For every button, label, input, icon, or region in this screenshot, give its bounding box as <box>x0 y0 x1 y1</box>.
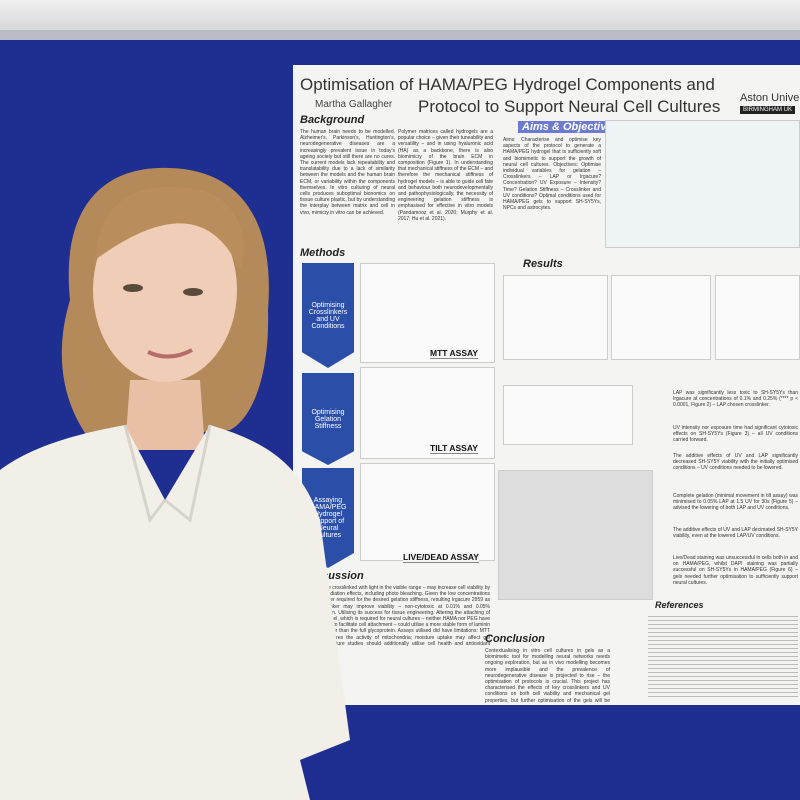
result-bullet: LAP was significantly less toxic to SH-S… <box>673 390 798 409</box>
shirt <box>0 425 350 800</box>
figure <box>360 463 495 561</box>
figure <box>503 385 633 445</box>
figure <box>605 120 800 248</box>
result-bullet: The additive effects of UV and LAP decim… <box>673 527 798 540</box>
neck <box>125 380 205 450</box>
paragraph: Aims: Characterise and optimise key aspe… <box>503 137 601 212</box>
result-bullet: Live/Dead staining was unsuccessful in c… <box>673 555 798 586</box>
result-bullet: The additive effects of UV and LAP signi… <box>673 453 798 472</box>
heading: Aims & Objectives <box>518 121 623 133</box>
method-step: Optimising Gelation Stiffness <box>302 373 354 465</box>
logo-sub: BIRMINGHAM UK <box>740 106 796 114</box>
heading: References <box>655 600 704 610</box>
result-bullet: Complete gelation (minimal movement in t… <box>673 493 798 512</box>
heading: Results <box>523 258 563 270</box>
result-bullet: UV intensity nor exposure time had signi… <box>673 425 798 444</box>
author: Martha Gallagher <box>315 99 393 110</box>
figure <box>611 275 711 360</box>
paragraph: Polymer matrices called hydrogels are a … <box>398 129 493 222</box>
figure <box>715 275 800 360</box>
paragraph: LAP can be crosslinked with light in the… <box>305 585 490 653</box>
assay-label: LIVE/DEAD ASSAY <box>403 552 479 563</box>
method-step: Optimising Crosslinkers and UV Condition… <box>302 263 354 368</box>
face <box>93 198 237 382</box>
assay-label: MTT ASSAY <box>430 348 479 359</box>
heading: Background <box>300 114 365 126</box>
title: Optimisation of HAMA/PEG Hydrogel Compon… <box>300 75 715 94</box>
figure <box>360 263 495 363</box>
figure <box>503 275 608 360</box>
mouth <box>147 348 193 359</box>
ceiling <box>0 0 800 30</box>
eye <box>183 288 203 296</box>
references-list <box>648 613 798 698</box>
board-frame <box>0 30 800 40</box>
logo-name: Aston University <box>740 92 800 104</box>
figure <box>498 470 653 600</box>
title: Protocol to Support Neural Cell Cultures <box>418 97 721 116</box>
heading: Methods <box>300 247 346 259</box>
hair-fringe <box>95 186 244 270</box>
collar <box>123 424 212 524</box>
eye <box>123 284 143 292</box>
assay-label: TILT ASSAY <box>430 443 478 454</box>
poster: Optimisation of HAMA/PEG Hydrogel Compon… <box>293 65 800 705</box>
paragraph: The human brain needs to be modelled. Al… <box>300 129 395 216</box>
paragraph: Contextualising in vitro cell cultures i… <box>485 648 610 703</box>
heading: Conclusion <box>485 633 545 645</box>
